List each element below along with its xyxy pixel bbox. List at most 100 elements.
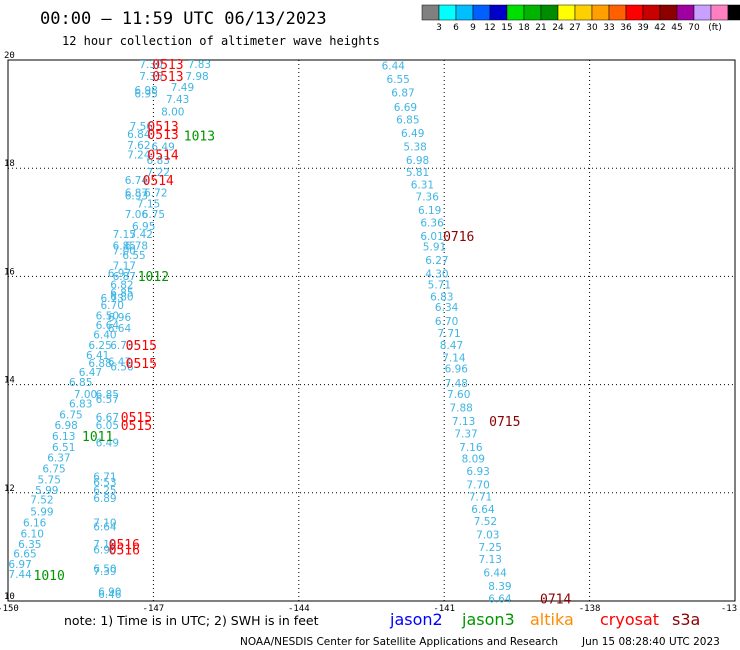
swh-value: 5.99 [30,507,53,519]
colorbar-swatch [523,4,542,21]
swh-value: 8.39 [488,581,511,593]
swh-value: 6.64 [93,521,117,533]
lat-tick-label: 12 [4,484,15,494]
colorbar-label: 45 [671,23,682,33]
swh-value: 6.41 [86,350,109,362]
swh-value: 6.90 [93,545,116,557]
swh-value: 6.16 [23,518,47,530]
pass-time-label: 1013 [184,130,215,145]
swh-value: 6.83 [69,399,92,411]
pass-time-label: 0515 [121,411,152,426]
swh-value: 6.49 [151,142,174,154]
colorbar-label: 33 [603,23,614,33]
map-subtitle: 12 hour collection of altimeter wave hei… [62,34,380,48]
swh-value: 7.35 [139,71,162,83]
pass-time-label: 0516 [109,544,140,559]
lon-tick-label: -150 [0,604,19,614]
swh-value: 6.93 [125,190,148,202]
swh-value: 6.25 [93,485,116,497]
pass-time-label: 1012 [138,270,169,285]
swh-value: 6.98 [134,85,157,97]
lat-tick-label: 18 [4,159,15,169]
colorbar-swatch [506,4,525,21]
colorbar-legend: 3 6 9 12 15 18 21 24 27 30 33 36 39 42 45 70 (ft) [421,4,740,33]
swh-value: 6.75 [59,409,82,421]
swh-value: 6.71 [93,472,116,484]
pass-time-label: 0513 [152,58,183,73]
swh-value: 6.73 [101,293,124,305]
swh-value: 7.70 [466,480,489,492]
swh-value: 7.24 [127,150,151,162]
colorbar-swatch [608,4,627,21]
swh-value: 6.13 [52,431,75,443]
swh-value: 6.85 [110,288,133,300]
swh-value: 7.14 [442,353,466,365]
swh-value: 6.82 [110,280,133,292]
colorbar-swatch [676,4,695,21]
swh-value: 6.97 [8,559,31,571]
lon-tick-label: -147 [143,604,165,614]
swh-value: 7.49 [171,82,194,94]
swh-value: 6.49 [96,437,119,449]
swh-value: 6.44 [483,567,507,579]
swh-value: 6.96 [108,312,132,324]
lat-tick-label: 16 [4,267,15,277]
swh-value: 6.35 [18,539,41,551]
colorbar-swatch [727,4,740,21]
swh-value: 7.16 [459,442,483,454]
swh-value: 7.43 [166,94,189,106]
swh-value: 7.17 [113,261,136,273]
swh-value: 7.37 [454,428,477,440]
map-grid [7,59,736,602]
swh-value: 6.49 [401,128,424,140]
swh-value: 6.96 [445,363,469,375]
swh-value: 6.01 [420,231,443,243]
generated-timestamp: Jun 15 08:28:40 UTC 2023 [581,636,720,648]
swh-value: 6.65 [13,548,36,560]
swh-value: 7.83 [188,59,211,71]
swh-value: 5.38 [403,142,426,154]
swh-value: 7.15 [113,229,136,241]
pass-time-label: 0514 [147,149,178,164]
colorbar-swatch [591,4,610,21]
swh-value: 6.40 [93,329,116,341]
colorbar-swatch [421,4,440,21]
pass-time-label: 1010 [34,569,65,584]
swh-value: 7.10 [93,518,116,530]
swh-value: 5.71 [428,280,451,292]
swh-value: 6.88 [88,358,111,370]
pass-time-label: 0513 [152,70,183,85]
colorbar-swatch [659,4,678,21]
lat-tick-label: 14 [4,376,15,386]
swh-value: 6.55 [122,250,145,262]
swh-value: 6.53 [93,477,116,489]
swh-value: 6.44 [382,60,406,72]
pass-time-label: 0715 [489,415,520,430]
swh-value: 6.95 [132,221,155,233]
colorbar-label: (ft) [708,23,722,33]
lon-tick-label: -13 [721,604,737,614]
swh-value: 7.60 [447,389,470,401]
swh-value: 6.89 [93,493,116,505]
pass-time-label: 0515 [126,339,157,354]
swh-value: 8.09 [462,454,485,466]
swh-value: 7.00 [113,245,136,257]
swh-value: 6.80 [110,291,133,303]
plot-frame [7,59,736,602]
swh-value: 7.15 [137,198,160,210]
swh-value: 7.13 [479,554,502,566]
swh-value: 6.46 [98,589,122,601]
swh-value: 6.87 [113,271,136,283]
swh-value: 6.75 [42,463,65,475]
colorbar-label: 12 [484,23,495,33]
lon-tick-label: -138 [579,604,601,614]
pass-time-label: 0714 [540,592,571,607]
pass-time-label: 0516 [109,538,140,553]
swh-value: 7.03 [476,529,499,541]
swh-value: 7.06 [125,209,149,221]
lon-tick-label: -144 [288,604,310,614]
colorbar-swatch [574,4,593,21]
swh-value: 7.25 [479,542,502,554]
swh-value: 6.85 [113,241,136,253]
swh-value: 6.50 [96,310,119,322]
